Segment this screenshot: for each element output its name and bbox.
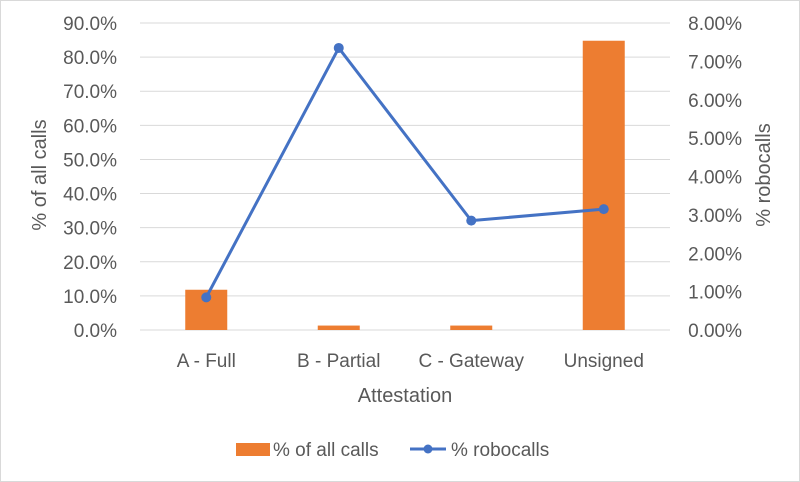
legend: % of all calls % robocalls [236, 440, 549, 461]
right-tick-label: 1.00% [688, 283, 742, 304]
robocalls-line [204, 46, 604, 299]
left-tick-label: 40.0% [63, 185, 117, 206]
bar [317, 325, 360, 330]
left-tick-label: 20.0% [63, 253, 117, 274]
bar-series [185, 40, 625, 330]
right-tick-label: 5.00% [688, 129, 742, 150]
left-tick-label: 0.0% [74, 321, 117, 342]
left-tick-label: 80.0% [63, 48, 117, 69]
right-axis-ticks: 0.00% 1.00% 2.00% 3.00% 4.00% 5.00% 6.00% 7.00%… [688, 14, 742, 342]
gridlines [140, 22, 670, 331]
legend-swatch-marker [423, 444, 433, 454]
right-tick-label: 7.00% [688, 52, 742, 73]
robocalls-point [201, 292, 212, 303]
left-axis-ticks: 0.0% 10.0% 20.0% 30.0% 40.0% 50.0% 60.0% 70.0% 8… [63, 14, 117, 342]
right-tick-label: 8.00% [688, 14, 742, 35]
left-axis-title: % of all calls [29, 119, 51, 230]
line-series [201, 42, 609, 303]
left-tick-label: 50.0% [63, 150, 117, 171]
category-label: B - Partial [297, 351, 380, 372]
category-ticks: A - Full B - Partial C - Gateway Unsigned [177, 351, 644, 372]
right-tick-label: 3.00% [688, 206, 742, 227]
bar [582, 40, 625, 330]
left-tick-label: 10.0% [63, 287, 117, 308]
right-tick-label: 4.00% [688, 168, 742, 189]
category-label: C - Gateway [418, 351, 524, 372]
right-tick-label: 2.00% [688, 244, 742, 265]
robocalls-point [466, 215, 477, 226]
right-axis-title: % robocalls [753, 123, 775, 226]
legend-swatch-bar [236, 443, 270, 456]
robocalls-point [333, 42, 344, 53]
x-axis-title: Attestation [358, 385, 453, 407]
left-tick-label: 70.0% [63, 82, 117, 103]
legend-label-robocalls: % robocalls [451, 440, 549, 461]
right-tick-label: 6.00% [688, 91, 742, 112]
category-label: A - Full [177, 351, 236, 372]
right-tick-label: 0.00% [688, 321, 742, 342]
left-tick-label: 90.0% [63, 14, 117, 35]
legend-label-calls: % of all calls [273, 440, 379, 461]
left-tick-label: 30.0% [63, 219, 117, 240]
category-label: Unsigned [564, 351, 644, 372]
bar [450, 325, 493, 330]
left-tick-label: 60.0% [63, 116, 117, 137]
robocalls-point [598, 204, 609, 215]
